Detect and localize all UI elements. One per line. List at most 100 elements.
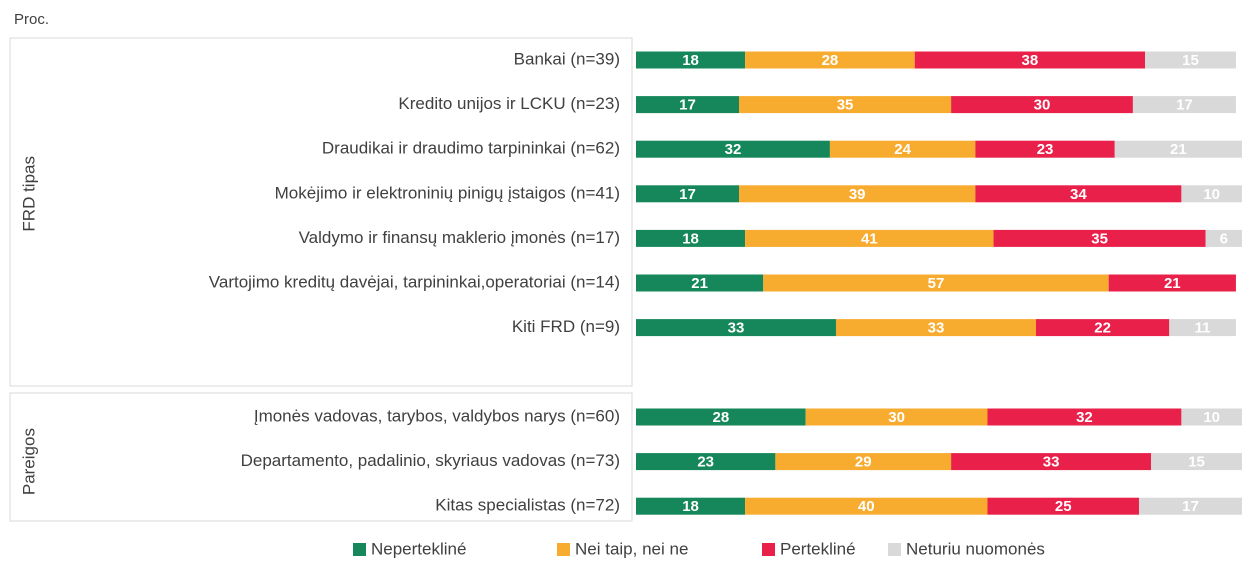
bar-segment <box>1108 274 1236 292</box>
bar-segment <box>951 96 1133 114</box>
data-label: 35 <box>837 97 854 114</box>
bar-segment <box>636 497 746 515</box>
group-label: Pareigos <box>19 428 38 495</box>
bar-segment <box>763 274 1109 292</box>
data-label: 10 <box>1203 186 1220 203</box>
data-label: 17 <box>679 97 696 114</box>
bar-segment <box>805 408 988 426</box>
group-frame <box>9 37 633 387</box>
data-label: 32 <box>1076 409 1093 426</box>
bar-segment <box>835 319 1036 337</box>
group-label: FRD tipas <box>19 156 38 232</box>
data-label: 23 <box>697 454 714 471</box>
category-label: Kredito unijos ir LCKU (n=23) <box>398 94 620 113</box>
data-label: 41 <box>861 230 878 247</box>
data-label: 18 <box>682 230 699 247</box>
bar-segment <box>636 229 746 247</box>
data-label: 17 <box>679 186 696 203</box>
bar-segment <box>636 319 836 337</box>
data-label: 38 <box>1022 52 1039 69</box>
bar-segment <box>636 408 806 426</box>
bar-segment <box>636 453 776 471</box>
category-label: Draudikai ir draudimo tarpininkai (n=62) <box>322 139 620 158</box>
category-label: Valdymo ir finansų maklerio įmonės (n=17… <box>299 228 620 247</box>
bar-segment <box>1145 51 1236 69</box>
bar-segment <box>951 453 1152 471</box>
data-label: 30 <box>888 409 905 426</box>
bar-segment <box>775 453 952 471</box>
bar-segment <box>636 51 746 69</box>
group-frame <box>9 392 633 522</box>
data-label: 21 <box>1164 275 1181 292</box>
legend-label: Neturiu nuomonės <box>906 539 1045 558</box>
data-label: 57 <box>928 275 945 292</box>
data-label: 33 <box>728 320 745 337</box>
bar-segment <box>1169 319 1236 337</box>
data-label: 17 <box>1182 498 1199 515</box>
data-label: 15 <box>1182 52 1199 69</box>
category-label: Bankai (n=39) <box>514 49 620 68</box>
bar-segment <box>1114 140 1242 158</box>
category-label: Įmonės vadovas, tarybos, valdybos narys … <box>254 406 620 425</box>
bar-segment <box>745 497 988 515</box>
bar-segment <box>1151 453 1242 471</box>
bar-segment <box>987 497 1139 515</box>
data-label: 24 <box>894 141 911 158</box>
data-label: 21 <box>691 275 708 292</box>
data-label: 23 <box>1037 141 1054 158</box>
bar-segment <box>1205 229 1242 247</box>
data-label: 34 <box>1070 186 1087 203</box>
data-label: 39 <box>849 186 866 203</box>
bar-segment <box>1035 319 1170 337</box>
bar-segment <box>745 51 915 69</box>
legend-swatch <box>353 543 366 556</box>
bar-segment <box>636 185 740 203</box>
bar-segment <box>636 96 740 114</box>
data-label: 21 <box>1170 141 1187 158</box>
bar-segment <box>993 229 1206 247</box>
data-label: 28 <box>712 409 729 426</box>
category-label: Kiti FRD (n=9) <box>512 317 620 336</box>
data-label: 32 <box>725 141 742 158</box>
category-label: Vartojimo kreditų davėjai, tarpininkai,o… <box>209 272 620 291</box>
unit-label: Proc. <box>14 11 49 28</box>
bar-segment <box>1138 497 1242 515</box>
legend-swatch <box>557 543 570 556</box>
data-label: 29 <box>855 454 872 471</box>
data-label: 25 <box>1055 498 1072 515</box>
data-label: 33 <box>928 320 945 337</box>
data-label: 11 <box>1195 320 1211 337</box>
bar-segment <box>745 229 994 247</box>
data-label: 18 <box>682 52 699 69</box>
category-label: Kitas specialistas (n=72) <box>435 496 620 515</box>
bar-segment <box>975 140 1115 158</box>
category-label: Mokėjimo ir elektroninių pinigų įstaigos… <box>275 183 620 202</box>
category-label: Departamento, padalinio, skyriaus vadova… <box>241 451 620 470</box>
bar-segment <box>1181 408 1242 426</box>
legend-swatch <box>762 543 775 556</box>
data-label: 17 <box>1176 97 1193 114</box>
data-label: 33 <box>1043 454 1060 471</box>
data-label: 40 <box>858 498 875 515</box>
bar-segment <box>829 140 976 158</box>
bar-segment <box>739 185 976 203</box>
bar-segment <box>914 51 1146 69</box>
bar-segment <box>975 185 1182 203</box>
data-label: 22 <box>1094 320 1111 337</box>
data-label: 28 <box>822 52 839 69</box>
bar-segment <box>636 274 764 292</box>
legend-swatch <box>888 543 901 556</box>
data-label: 6 <box>1220 230 1228 247</box>
data-label: 10 <box>1203 409 1220 426</box>
data-label: 35 <box>1091 230 1108 247</box>
legend-label: Nei taip, nei ne <box>575 539 688 558</box>
bar-segment <box>739 96 952 114</box>
bar-segment <box>987 408 1182 426</box>
bar-segment <box>1181 185 1242 203</box>
data-label: 15 <box>1188 454 1205 471</box>
legend-label: Nepertekliné <box>371 539 466 558</box>
data-label: 30 <box>1034 97 1051 114</box>
bar-segment <box>1132 96 1236 114</box>
bar-segment <box>636 140 830 158</box>
